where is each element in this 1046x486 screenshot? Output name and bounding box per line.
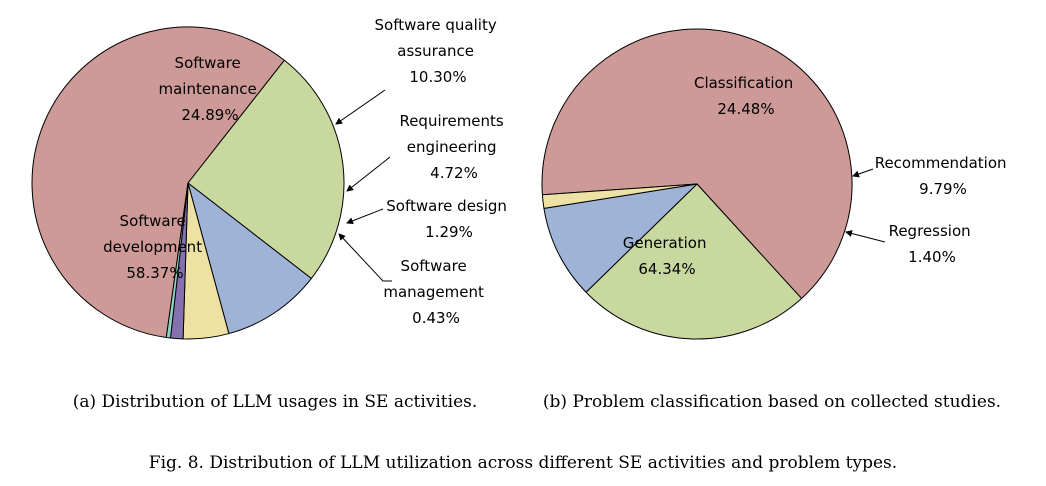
label-management: Software management 0.43%: [383, 257, 488, 327]
subcaption-a: (a) Distribution of LLM usages in SE act…: [73, 392, 478, 412]
label-recommendation: Recommendation 9.79%: [875, 154, 1012, 198]
label-design: Software design 1.29%: [386, 197, 511, 241]
pie-b-slice-classification: [585, 183, 803, 340]
label-development-line2: development: [103, 238, 202, 256]
label-regression: Regression 1.40%: [889, 222, 976, 266]
leader-arrow-design: [346, 208, 384, 225]
label-quality-line1: Software quality: [375, 16, 497, 34]
label-classification-value: 24.48%: [717, 100, 774, 118]
label-development-value: 58.37%: [126, 264, 183, 282]
leader-arrow-requirements: [346, 156, 391, 192]
labels-a: Software maintenance 24.89% Software dev…: [103, 16, 511, 327]
label-maintenance-line1: Software: [175, 54, 241, 72]
label-development: Software development 58.37%: [103, 212, 207, 282]
label-recommendation-line1: Recommendation: [875, 154, 1007, 172]
pie-a-slice-software-management: [165, 182, 189, 339]
label-maintenance: Software maintenance 24.89%: [158, 54, 261, 124]
label-requirements: Requirements engineering 4.72%: [399, 112, 508, 182]
label-management-line2: management: [383, 283, 484, 301]
label-design-value: 1.29%: [425, 223, 473, 241]
label-generation-line1: Generation: [623, 234, 707, 252]
label-requirements-line2: engineering: [407, 138, 497, 156]
label-management-line1: Software: [401, 257, 467, 275]
label-development-line1: Software: [120, 212, 186, 230]
label-maintenance-line2: maintenance: [158, 80, 256, 98]
label-recommendation-value: 9.79%: [919, 180, 967, 198]
pie-b-slice-recommendation: [543, 183, 698, 293]
leader-arrow-recommendation: [852, 168, 874, 178]
pie-chart-problem-classification: [541, 28, 853, 340]
label-maintenance-value: 24.89%: [181, 106, 238, 124]
label-generation: Generation 64.34%: [623, 234, 711, 278]
label-requirements-line1: Requirements: [399, 112, 503, 130]
subcaption-b: (b) Problem classification based on coll…: [543, 392, 1001, 412]
pie-a-slice-software-development: [31, 26, 285, 338]
label-regression-value: 1.40%: [908, 248, 956, 266]
labels-b: Classification 24.48% Generation 64.34% …: [623, 74, 1012, 278]
label-design-line1: Software design: [386, 197, 507, 215]
pie-a-slice-software-maintenance: [187, 59, 345, 279]
pie-b-slice-generation: [541, 28, 853, 299]
leader-arrows-b: [845, 168, 886, 243]
label-requirements-value: 4.72%: [430, 164, 478, 182]
label-quality-line2: assurance: [397, 42, 474, 60]
label-classification-line1: Classification: [694, 74, 793, 92]
label-management-value: 0.43%: [412, 309, 460, 327]
label-regression-line1: Regression: [889, 222, 971, 240]
leader-arrows-a: [335, 89, 392, 282]
label-quality-value: 10.30%: [409, 68, 466, 86]
leader-arrow-quality: [335, 89, 386, 125]
label-quality: Software quality assurance 10.30%: [375, 16, 502, 86]
leader-arrow-management: [338, 233, 392, 282]
leader-arrow-regression: [845, 230, 886, 243]
label-generation-value: 64.34%: [638, 260, 695, 278]
pie-chart-se-activities: [31, 26, 345, 340]
label-classification: Classification 24.48%: [694, 74, 798, 118]
figure-caption: Fig. 8. Distribution of LLM utilization …: [149, 453, 897, 473]
pie-b-slice-regression: [541, 183, 698, 209]
